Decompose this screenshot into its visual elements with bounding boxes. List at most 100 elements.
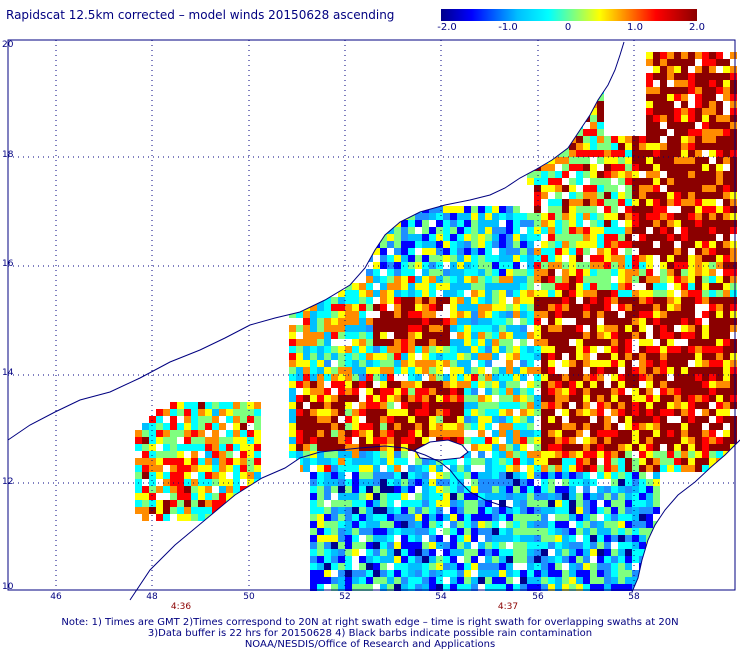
- wind-cell: [219, 423, 226, 430]
- wind-cell: [338, 584, 345, 591]
- wind-cell: [387, 241, 394, 248]
- wind-cell: [513, 381, 520, 388]
- wind-cell: [576, 493, 583, 500]
- wind-cell: [478, 479, 485, 486]
- wind-cell: [688, 129, 695, 136]
- wind-cell: [569, 248, 576, 255]
- wind-cell: [471, 290, 478, 297]
- wind-cell: [618, 339, 625, 346]
- wind-cell: [331, 472, 338, 479]
- wind-cell: [576, 227, 583, 234]
- wind-cell: [576, 430, 583, 437]
- wind-cell: [562, 339, 569, 346]
- wind-cell: [492, 570, 499, 577]
- wind-cell: [555, 535, 562, 542]
- wind-cell: [464, 451, 471, 458]
- wind-cell: [632, 311, 639, 318]
- wind-cell: [352, 584, 359, 591]
- wind-cell: [590, 213, 597, 220]
- wind-cell: [583, 332, 590, 339]
- wind-cell: [667, 213, 674, 220]
- wind-cell: [681, 213, 688, 220]
- wind-cell: [562, 185, 569, 192]
- wind-cell: [604, 472, 611, 479]
- wind-cell: [681, 353, 688, 360]
- wind-cell: [184, 472, 191, 479]
- wind-cell: [569, 570, 576, 577]
- wind-cell: [485, 570, 492, 577]
- wind-cell: [681, 122, 688, 129]
- wind-cell: [723, 206, 730, 213]
- wind-cell: [625, 395, 632, 402]
- wind-cell: [331, 367, 338, 374]
- wind-cell: [464, 493, 471, 500]
- wind-cell: [429, 500, 436, 507]
- wind-cell: [618, 192, 625, 199]
- wind-cell: [506, 283, 513, 290]
- wind-cell: [415, 584, 422, 591]
- wind-cell: [534, 584, 541, 591]
- wind-cell: [632, 388, 639, 395]
- wind-cell: [562, 402, 569, 409]
- wind-cell: [681, 206, 688, 213]
- wind-cell: [597, 577, 604, 584]
- wind-cell: [513, 472, 520, 479]
- wind-cell: [394, 528, 401, 535]
- wind-cell: [527, 472, 534, 479]
- wind-cell: [646, 409, 653, 416]
- wind-cell: [548, 353, 555, 360]
- wind-cell: [681, 269, 688, 276]
- wind-cell: [289, 395, 296, 402]
- wind-cell: [219, 465, 226, 472]
- wind-cell: [688, 52, 695, 59]
- wind-cell: [352, 465, 359, 472]
- wind-cell: [527, 304, 534, 311]
- wind-cell: [632, 206, 639, 213]
- wind-cell: [618, 535, 625, 542]
- wind-cell: [562, 577, 569, 584]
- wind-cell: [681, 136, 688, 143]
- wind-cell: [359, 563, 366, 570]
- wind-cell: [520, 570, 527, 577]
- wind-cell: [576, 269, 583, 276]
- wind-cell: [387, 458, 394, 465]
- wind-cell: [457, 213, 464, 220]
- wind-cell: [576, 458, 583, 465]
- wind-cell: [646, 276, 653, 283]
- wind-cell: [415, 346, 422, 353]
- wind-cell: [562, 458, 569, 465]
- wind-cell: [611, 199, 618, 206]
- wind-cell: [667, 262, 674, 269]
- wind-cell: [429, 297, 436, 304]
- wind-cell: [422, 339, 429, 346]
- wind-cell: [520, 584, 527, 591]
- wind-cell: [408, 325, 415, 332]
- wind-cell: [506, 570, 513, 577]
- wind-cell: [660, 437, 667, 444]
- wind-cell: [695, 353, 702, 360]
- wind-cell: [576, 388, 583, 395]
- wind-cell: [695, 402, 702, 409]
- wind-cell: [618, 283, 625, 290]
- wind-cell: [597, 304, 604, 311]
- wind-cell: [590, 269, 597, 276]
- wind-cell: [555, 507, 562, 514]
- wind-cell: [352, 423, 359, 430]
- wind-cell: [345, 514, 352, 521]
- wind-cell: [324, 311, 331, 318]
- wind-cell: [149, 416, 156, 423]
- wind-cell: [513, 444, 520, 451]
- wind-cell: [380, 360, 387, 367]
- wind-cell: [639, 339, 646, 346]
- wind-cell: [408, 465, 415, 472]
- wind-cell: [436, 542, 443, 549]
- wind-cell: [548, 556, 555, 563]
- wind-cell: [576, 409, 583, 416]
- wind-cell: [562, 381, 569, 388]
- wind-cell: [366, 493, 373, 500]
- wind-cell: [240, 430, 247, 437]
- wind-cell: [695, 283, 702, 290]
- wind-cell: [415, 458, 422, 465]
- wind-cell: [408, 269, 415, 276]
- wind-cell: [534, 458, 541, 465]
